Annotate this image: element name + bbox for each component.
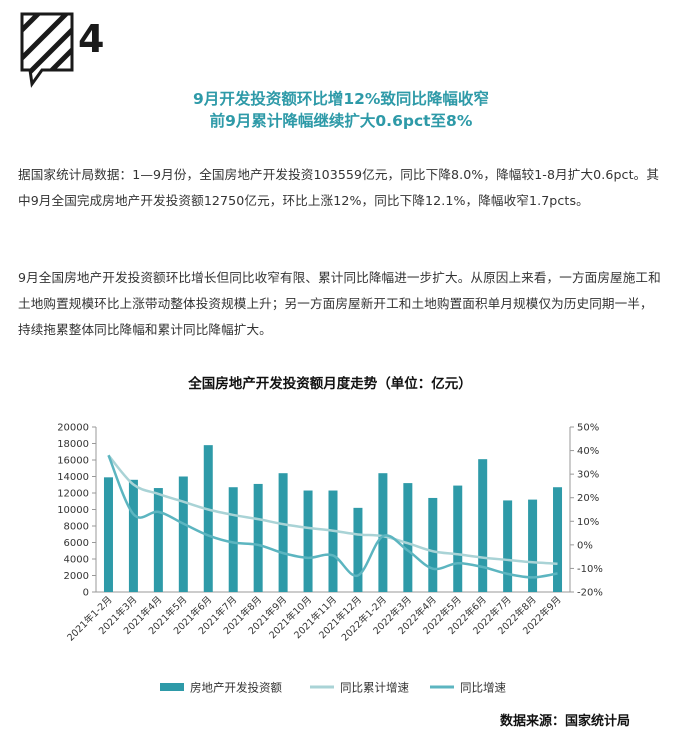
y-right-tick-label: 0% [577, 540, 593, 551]
bar-6 [228, 487, 238, 592]
y-right-tick-label: 50% [577, 423, 599, 434]
bar-5 [203, 445, 213, 592]
paragraph-1: 据国家统计局数据：1—9月份，全国房地产开发投资103559亿元，同比下降8.0… [18, 167, 660, 208]
bar-8 [278, 473, 288, 592]
y-left-tick-label: 18000 [57, 439, 89, 450]
legend-label: 同比增速 [460, 681, 506, 695]
y-right-tick-label: 40% [577, 446, 599, 457]
y-right-tick-label: 20% [577, 493, 599, 504]
y-left-tick-label: 6000 [64, 538, 89, 549]
y-left-tick-label: 16000 [57, 456, 89, 467]
headline: 9月开发投资额环比增12%致同比降幅收窄 前9月累计降幅继续扩大0.6pct至8… [0, 88, 682, 132]
bar-11 [353, 507, 363, 592]
headline-line-2: 前9月累计降幅继续扩大0.6pct至8% [209, 112, 473, 130]
bar-16 [478, 459, 488, 592]
legend-label: 房地产开发投资额 [190, 681, 282, 695]
bar-7 [253, 483, 263, 592]
y-right-tick-label: 10% [577, 517, 599, 528]
yoy-growth-line [107, 454, 558, 579]
bar-17 [503, 500, 513, 592]
logo-number: 4 [78, 17, 104, 61]
y-right-tick-label: -20% [577, 588, 603, 599]
headline-line-1: 9月开发投资额环比增12%致同比降幅收窄 [193, 90, 489, 108]
y-left-tick-label: 0 [83, 588, 89, 599]
bar-18 [528, 499, 538, 592]
bar-10 [328, 490, 338, 592]
chart-title: 全国房地产开发投资额月度走势（单位：亿元） [187, 375, 472, 392]
y-left-tick-label: 14000 [57, 472, 89, 483]
paragraph-2: 9月全国房地产开发投资额环比增长但同比收窄有限、累计同比降幅进一步扩大。从原因上… [18, 270, 661, 337]
y-right-tick-label: -10% [577, 564, 603, 575]
bar-19 [553, 487, 563, 592]
y-left-tick-label: 12000 [57, 489, 89, 500]
investment-chart: 全国房地产开发投资额月度走势（单位：亿元） 0 2000 4000 6000 8000 10… [57, 375, 603, 695]
bar-3 [153, 488, 163, 592]
y-left-tick-label: 8000 [64, 522, 89, 533]
bar-12 [378, 473, 388, 592]
y-left-tick-label: 4000 [64, 555, 89, 566]
y-right-tick-label: 30% [577, 470, 599, 481]
bar-15 [453, 485, 463, 592]
bar-2 [128, 479, 138, 592]
bar-1 [103, 477, 113, 592]
legend-label: 同比累计增速 [340, 681, 409, 695]
brand-logo: 4 [20, 12, 104, 88]
bar-9 [303, 490, 313, 592]
y-left-tick-label: 20000 [57, 423, 89, 434]
bar-13 [403, 483, 413, 592]
cumulative-growth-line [107, 454, 558, 565]
bar-4 [178, 476, 188, 592]
y-left-tick-label: 10000 [57, 505, 89, 516]
y-left-tick-label: 2000 [64, 571, 89, 582]
legend-swatch-bar [160, 683, 184, 691]
bar-14 [428, 497, 438, 592]
source-note: 数据来源：国家统计局 [499, 714, 630, 729]
